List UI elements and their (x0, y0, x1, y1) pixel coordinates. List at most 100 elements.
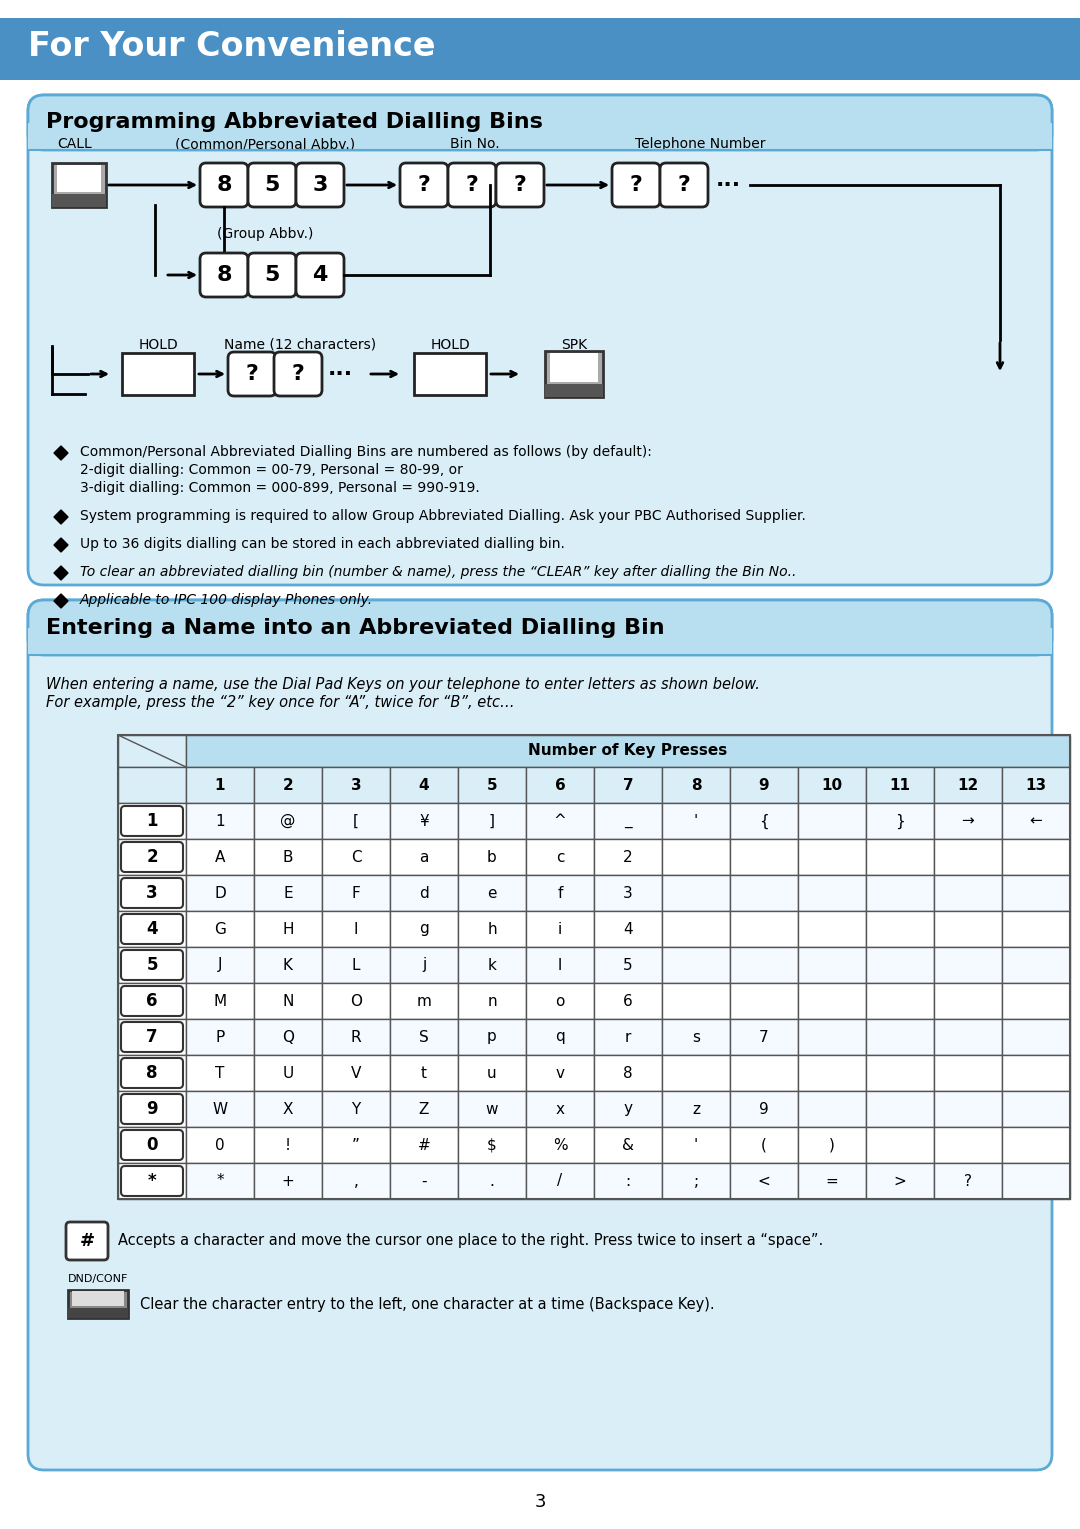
Text: }: } (895, 813, 905, 829)
FancyBboxPatch shape (496, 164, 544, 206)
Bar (934, 946, 1002, 983)
Bar (866, 839, 934, 875)
Text: +: + (282, 1173, 295, 1188)
FancyBboxPatch shape (28, 95, 1052, 586)
Bar (254, 839, 322, 875)
Bar (1002, 1018, 1070, 1055)
Bar (458, 1164, 526, 1199)
Text: q: q (555, 1029, 565, 1044)
Bar (934, 1018, 1002, 1055)
Bar (798, 1164, 866, 1199)
Bar (390, 1164, 458, 1199)
Text: s: s (692, 1029, 700, 1044)
Bar (798, 875, 866, 911)
Bar (458, 946, 526, 983)
Text: (Common/Personal Abbv.): (Common/Personal Abbv.) (175, 138, 355, 151)
Bar (458, 911, 526, 946)
Bar (118, 1055, 186, 1092)
Text: 7: 7 (759, 1029, 769, 1044)
Text: To clear an abbreviated dialling bin (number & name), press the “CLEAR” key afte: To clear an abbreviated dialling bin (nu… (80, 566, 796, 579)
Text: 3: 3 (623, 885, 633, 901)
Text: _: _ (624, 813, 632, 829)
Text: {: { (759, 813, 769, 829)
Bar (662, 911, 730, 946)
Bar (798, 1055, 866, 1092)
Bar (730, 875, 798, 911)
FancyBboxPatch shape (28, 599, 1052, 654)
FancyBboxPatch shape (121, 806, 183, 836)
Text: H: H (282, 922, 294, 936)
Bar (390, 911, 458, 946)
Bar (798, 1127, 866, 1164)
Bar (254, 1164, 322, 1199)
Bar (526, 1092, 594, 1127)
Bar (322, 1055, 390, 1092)
Text: J: J (218, 957, 222, 972)
Text: d: d (419, 885, 429, 901)
Bar (730, 983, 798, 1018)
Bar (118, 768, 186, 803)
Bar (254, 946, 322, 983)
Bar (594, 983, 662, 1018)
Text: ?: ? (418, 174, 431, 196)
Bar (390, 1127, 458, 1164)
Text: 4: 4 (419, 778, 430, 792)
Bar (594, 1055, 662, 1092)
Text: 11: 11 (890, 778, 910, 792)
Text: 6: 6 (623, 994, 633, 1009)
Text: 6: 6 (555, 778, 565, 792)
Bar (72, 1290, 124, 1306)
Bar (798, 768, 866, 803)
Bar (186, 803, 254, 839)
Text: 5: 5 (265, 174, 280, 196)
Bar (254, 983, 322, 1018)
Bar (866, 768, 934, 803)
Bar (254, 911, 322, 946)
Text: ?: ? (465, 174, 478, 196)
Bar (730, 1018, 798, 1055)
Bar (254, 803, 322, 839)
Text: k: k (487, 957, 497, 972)
Text: n: n (487, 994, 497, 1009)
Text: <: < (758, 1173, 770, 1188)
Text: U: U (282, 1066, 294, 1081)
Bar (934, 1092, 1002, 1127)
Bar (1002, 1055, 1070, 1092)
Bar (934, 1127, 1002, 1164)
Bar (322, 1092, 390, 1127)
FancyBboxPatch shape (121, 842, 183, 872)
Bar (526, 875, 594, 911)
FancyBboxPatch shape (274, 352, 322, 396)
Bar (390, 803, 458, 839)
FancyBboxPatch shape (28, 599, 1052, 1469)
Bar (934, 983, 1002, 1018)
FancyBboxPatch shape (121, 1167, 183, 1196)
Bar (390, 1055, 458, 1092)
Bar (254, 875, 322, 911)
Bar (662, 1018, 730, 1055)
Bar (934, 1055, 1002, 1092)
Text: O: O (350, 994, 362, 1009)
Bar (866, 1127, 934, 1164)
FancyBboxPatch shape (121, 914, 183, 943)
Bar (118, 735, 1070, 1199)
Text: 8: 8 (216, 174, 232, 196)
Bar (1002, 803, 1070, 839)
Bar (594, 768, 662, 803)
Text: DND/CONF: DND/CONF (68, 1274, 129, 1284)
Text: Y: Y (351, 1101, 361, 1116)
Text: g: g (419, 922, 429, 936)
Text: #: # (418, 1138, 430, 1153)
Text: 4: 4 (146, 920, 158, 937)
Text: &: & (622, 1138, 634, 1153)
Bar (254, 1018, 322, 1055)
Text: 5: 5 (623, 957, 633, 972)
Bar (186, 768, 254, 803)
FancyBboxPatch shape (200, 252, 248, 297)
Text: f: f (557, 885, 563, 901)
FancyBboxPatch shape (121, 950, 183, 980)
Text: R: R (351, 1029, 362, 1044)
Bar (122, 353, 194, 394)
Bar (730, 1127, 798, 1164)
Text: 2-digit dialling: Common = 00-79, Personal = 80-99, or: 2-digit dialling: Common = 00-79, Person… (80, 463, 463, 477)
